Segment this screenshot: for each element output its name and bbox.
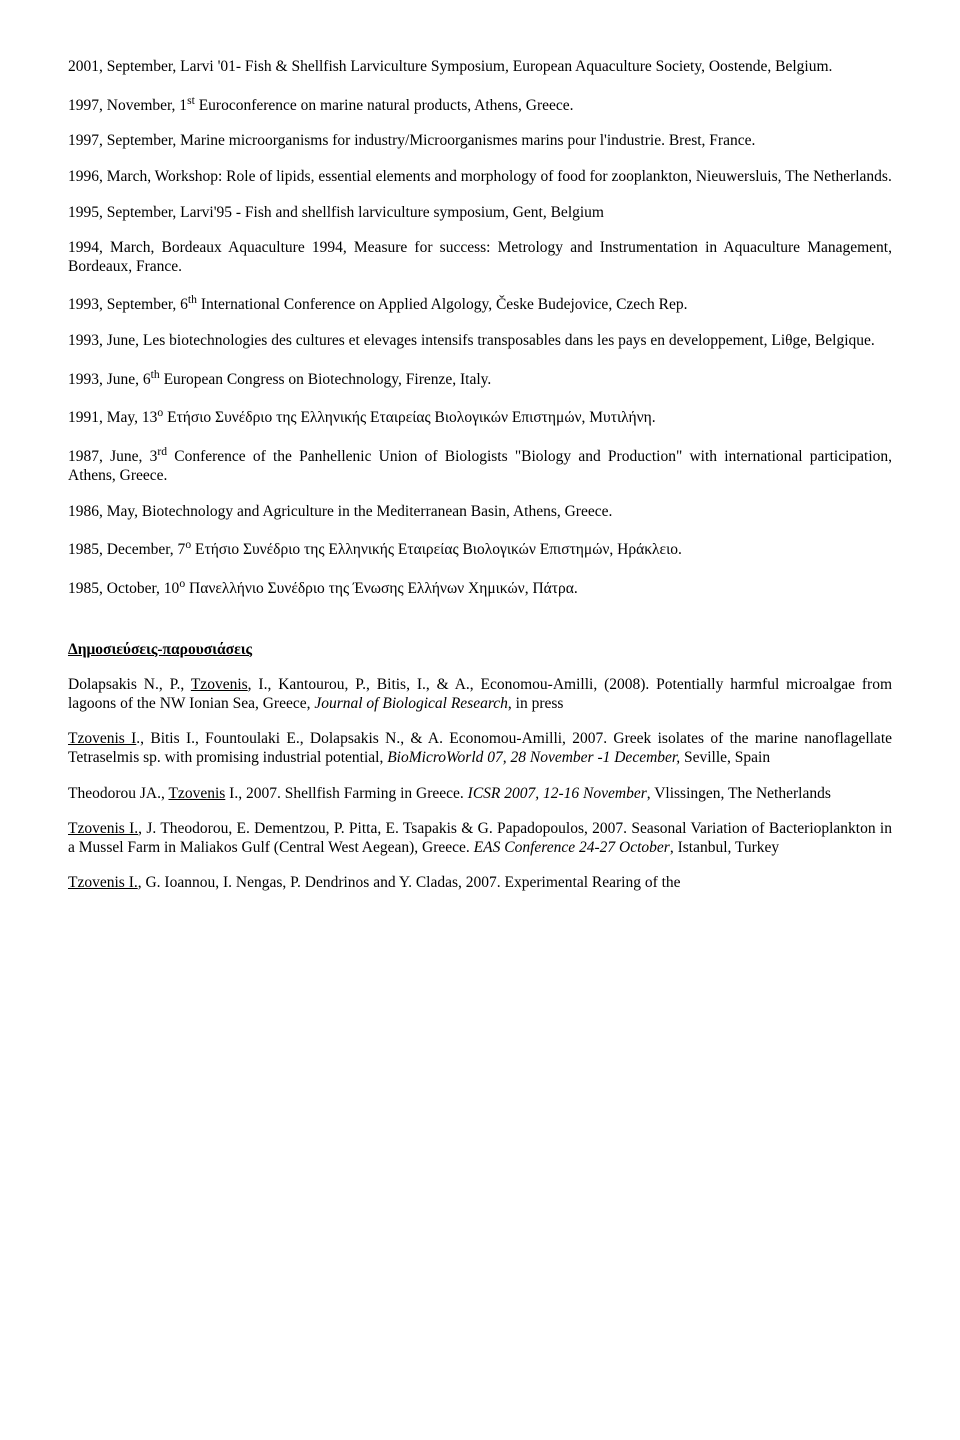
section-heading: Δημοσιεύσεις-παρουσιάσεις [68,641,892,660]
publication-entry: Theodorou JA., Tzovenis I., 2007. Shellf… [68,785,892,804]
conference-entry: 1993, June, 6th European Congress on Bio… [68,368,892,390]
conference-entry: 1993, June, Les biotechnologies des cult… [68,332,892,351]
conference-entry: 1994, March, Bordeaux Aquaculture 1994, … [68,239,892,276]
conference-entry: 2001, September, Larvi '01- Fish & Shell… [68,58,892,77]
conference-entry: 1993, September, 6th International Confe… [68,293,892,315]
publication-entry: Tzovenis I., G. Ioannou, I. Nengas, P. D… [68,874,892,893]
publication-entry: Tzovenis I., Bitis I., Fountoulaki E., D… [68,730,892,767]
conference-entry: 1997, September, Marine microorganisms f… [68,132,892,151]
conference-entry: 1996, March, Workshop: Role of lipids, e… [68,168,892,187]
conference-entry: 1991, May, 13ο Ετήσιο Συνέδριο της Ελλην… [68,406,892,428]
conference-entry: 1985, December, 7ο Ετήσιο Συνέδριο της Ε… [68,538,892,560]
conference-entry: 1987, June, 3rd Conference of the Panhel… [68,445,892,485]
conference-entry: 1995, September, Larvi'95 - Fish and she… [68,204,892,223]
publication-entry: Tzovenis I., J. Theodorou, E. Dementzou,… [68,820,892,857]
publication-entry: Dolapsakis N., P., Tzovenis, I., Kantour… [68,676,892,713]
conference-entry: 1986, May, Biotechnology and Agriculture… [68,503,892,522]
conference-entry: 1997, November, 1st Euroconference on ma… [68,94,892,116]
conference-entry: 1985, October, 10ο Πανελλήνιο Συνέδριο τ… [68,577,892,599]
